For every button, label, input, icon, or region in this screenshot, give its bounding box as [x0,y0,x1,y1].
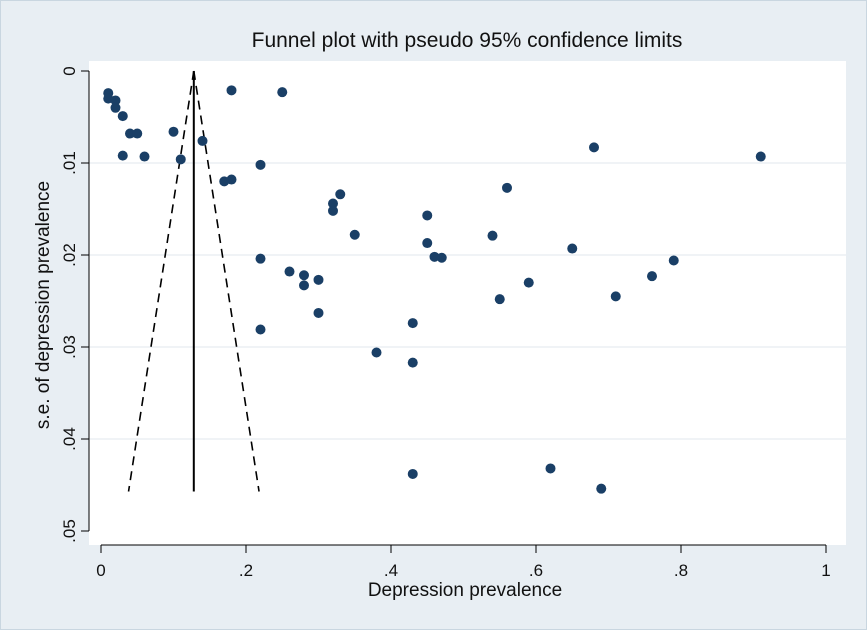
data-point-8 [117,150,128,161]
data-point-11 [175,154,186,165]
data-point-42 [567,243,578,254]
data-point-36 [436,252,447,263]
data-point-39 [502,182,512,193]
x-tick-label-.8: .8 [674,561,688,580]
data-point-4 [110,102,121,113]
data-point-20 [284,266,295,277]
data-points [103,85,766,494]
x-axis-label: Depression prevalence [368,580,562,601]
data-point-31 [407,357,418,368]
y-tick-label-.05: .05 [60,519,79,543]
y-axis-label: s.e. of depression prevalence [33,181,54,429]
data-point-24 [313,307,324,318]
y-tick-label-.02: .02 [60,243,79,267]
data-point-41 [545,463,556,474]
y-tick-label-.03: .03 [60,335,79,359]
data-point-38 [494,294,505,305]
data-point-46 [647,271,657,282]
data-point-30 [407,318,418,329]
data-point-40 [523,277,534,288]
data-point-37 [487,230,498,241]
data-point-14 [226,174,237,185]
data-point-27 [335,189,346,200]
data-point-16 [255,159,266,170]
y-tick-label-0: 0 [60,66,79,75]
data-point-25 [328,198,338,209]
data-point-9 [139,151,150,162]
data-point-32 [407,468,418,479]
x-tick-label-.2: .2 [239,561,253,580]
data-point-7 [132,128,143,139]
data-point-47 [668,255,679,266]
data-point-44 [596,483,607,494]
chart-title: Funnel plot with pseudo 95% confidence l… [252,29,683,52]
upper-confidence-limit [193,70,260,492]
data-point-15 [226,85,237,96]
data-point-5 [117,111,128,122]
data-point-22 [299,280,309,291]
data-point-3 [110,95,121,106]
data-point-29 [371,347,382,358]
data-point-48 [755,151,766,162]
data-point-26 [328,205,338,216]
plot-area [89,61,846,545]
grid-lines [89,162,846,440]
data-point-34 [422,238,433,249]
data-point-18 [255,324,266,335]
x-tick-label-.6: .6 [529,561,543,580]
data-point-23 [313,274,324,285]
data-point-35 [429,251,440,262]
data-point-17 [255,253,266,264]
funnel-limits [127,70,260,492]
data-point-28 [349,229,360,240]
axes: 0 .01 .02 .03 .04 .05 0 .2 .4 .6 .8 1 [60,66,831,580]
data-point-12 [197,135,208,146]
data-point-45 [610,291,621,302]
x-tick-label-.4: .4 [384,561,398,580]
data-point-19 [277,87,288,98]
y-tick-label-.04: .04 [60,427,79,451]
data-point-6 [125,128,135,139]
data-point-21 [299,270,309,281]
data-point-43 [589,142,599,153]
lower-confidence-limit [127,70,195,492]
y-tick-label-.01: .01 [60,151,79,175]
data-point-33 [422,210,433,221]
data-point-10 [168,126,179,137]
x-tick-label-1: 1 [821,561,830,580]
x-tick-label-0: 0 [96,561,105,580]
